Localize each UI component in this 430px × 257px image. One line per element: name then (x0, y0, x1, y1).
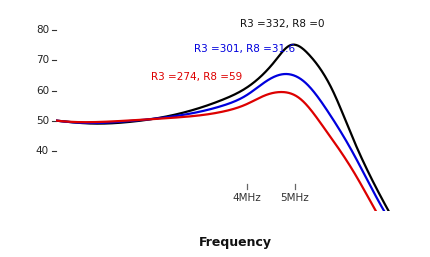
Text: Frequency: Frequency (198, 236, 271, 249)
Text: 40: 40 (36, 146, 49, 156)
Text: 60: 60 (36, 86, 49, 96)
Text: R3 =274, R8 =59: R3 =274, R8 =59 (151, 71, 242, 81)
Text: R3 =301, R8 =31.6: R3 =301, R8 =31.6 (194, 44, 295, 54)
Text: 5MHz: 5MHz (280, 193, 308, 203)
Text: 4MHz: 4MHz (232, 193, 261, 203)
Text: R3 =332, R8 =0: R3 =332, R8 =0 (239, 19, 323, 29)
Text: 50: 50 (36, 116, 49, 126)
Text: 70: 70 (36, 56, 49, 66)
Text: 80: 80 (36, 25, 49, 35)
